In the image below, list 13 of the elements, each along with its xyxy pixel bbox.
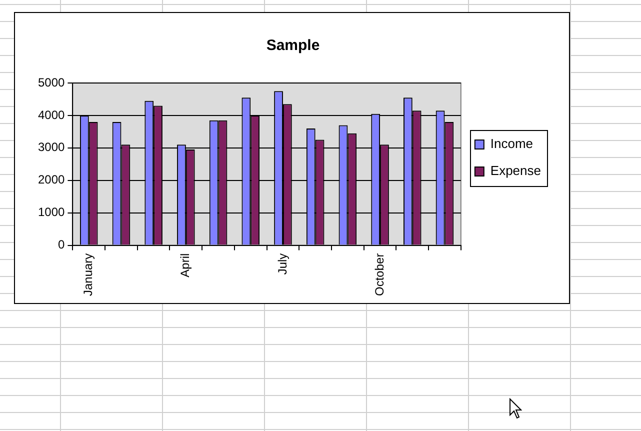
y-tick-label: 1000 xyxy=(38,205,66,220)
y-tick-label: 5000 xyxy=(38,75,66,90)
y-tick-label: 3000 xyxy=(38,140,66,154)
y-tick-label: 2000 xyxy=(38,172,66,187)
y-tick-label: 4000 xyxy=(38,108,66,122)
x-tick-label: July xyxy=(275,253,290,275)
legend-label: Expense xyxy=(490,163,542,178)
x-tick-label: October xyxy=(372,253,386,296)
legend-label: Income xyxy=(490,136,534,152)
x-tick-label: January xyxy=(81,253,96,296)
y-tick-label: 0 xyxy=(58,238,66,252)
chart-title: Sample xyxy=(266,37,320,54)
x-tick-label: April xyxy=(178,253,192,278)
